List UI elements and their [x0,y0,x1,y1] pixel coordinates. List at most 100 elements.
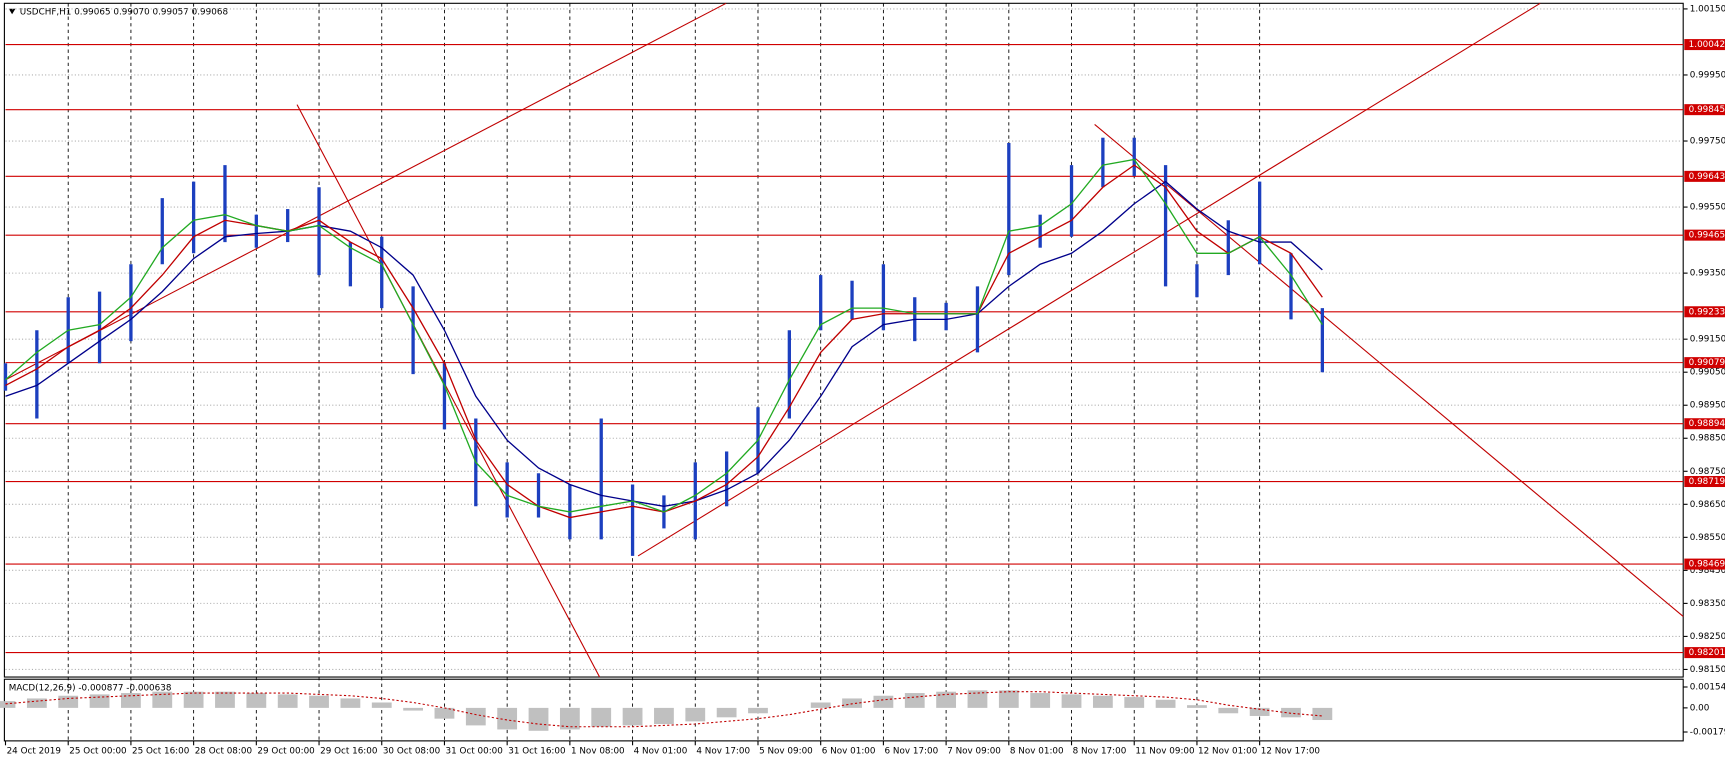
level-label: 0.98894 [1689,419,1725,429]
y-tick-label: 0.99750 [1690,137,1725,147]
trendline [1094,123,1684,617]
x-tick-label: 31 Oct 16:00 [508,746,566,756]
x-tick-label: 25 Oct 00:00 [69,746,127,756]
macd-bar [748,707,768,714]
level-tag [1684,170,1725,182]
level-label: 0.99465 [1689,231,1725,241]
level-tag [1684,306,1725,318]
y-tick-label: 0.99950 [1690,70,1725,80]
x-tick-label: 6 Nov 17:00 [885,746,939,756]
x-tick-label: 30 Oct 08:00 [383,746,441,756]
y-tick-label: 0.99050 [1690,368,1725,378]
level-label: 1.00042 [1689,40,1725,50]
macd-bar [654,707,674,725]
macd-bar [716,707,737,718]
level-label: 0.99233 [1689,307,1725,317]
x-tick-label: 4 Nov 01:00 [634,746,688,756]
macd-signal [5,691,1323,728]
macd-bar [1061,694,1082,708]
macd-y-tick-label: 0.00 [1690,703,1710,713]
macd-bar [1155,699,1176,708]
trendline [5,2,727,381]
macd-bar [465,707,486,726]
macd-bar [277,694,298,708]
macd-bar [309,695,329,708]
macd-bar [810,702,831,708]
level-label: 0.99643 [1689,172,1725,182]
level-label: 0.98719 [1689,477,1725,487]
x-tick-label: 12 Nov 01:00 [1198,746,1258,756]
macd-bar [591,707,612,727]
x-tick-label: 6 Nov 01:00 [822,746,876,756]
macd-bar [246,693,267,708]
menu-arrow[interactable] [8,8,16,15]
main-frame [3,2,1684,678]
macd-bar [58,695,79,708]
level-label: 0.99079 [1689,358,1725,368]
macd-bar [936,691,957,708]
y-tick-label: 0.98350 [1690,599,1725,609]
macd-bar [1092,695,1113,708]
macd-bar [26,698,47,708]
moving-average [5,180,1323,507]
macd-bar [685,707,706,722]
x-tick-label: 7 Nov 09:00 [947,746,1001,756]
level-tag [1684,647,1725,659]
macd-bar [528,707,549,731]
level-tag [1684,476,1725,488]
macd-bar [1218,707,1239,714]
x-tick-label: 5 Nov 09:00 [759,746,813,756]
level-tag [1684,418,1725,430]
plot [5,3,1684,741]
level-tag [1684,39,1725,51]
level-tag [1684,229,1725,241]
y-tick-label: 0.98550 [1690,533,1725,543]
macd-frame [3,678,1684,742]
macd-bar [215,691,235,708]
moving-average [5,158,1323,513]
level-label: 0.99845 [1689,105,1725,115]
x-tick-label: 28 Oct 08:00 [195,746,253,756]
x-tick-label: 24 Oct 2019 [7,746,61,756]
macd-bar [904,693,925,708]
macd-bar [1312,707,1333,721]
macd-bar [1030,693,1051,708]
macd-bar [873,695,894,708]
level-label: 0.98469 [1689,560,1725,570]
x-tick-label: 11 Nov 09:00 [1135,746,1195,756]
y-tick-label: 0.98850 [1690,434,1725,444]
macd-bar [1187,705,1207,708]
x-tick-label: 1 Nov 08:00 [571,746,625,756]
y-tick-label: 0.99150 [1690,335,1725,345]
x-tick-label: 29 Oct 16:00 [320,746,378,756]
x-tick-label: 25 Oct 16:00 [132,746,190,756]
trendlines [5,2,1684,678]
x-tick-label: 8 Nov 01:00 [1010,746,1064,756]
macd-bar [497,707,518,730]
y-tick-label: 0.98750 [1690,467,1725,477]
macd-bar [998,690,1019,708]
trendline [637,2,1541,557]
macd-bar [152,691,173,708]
x-tick-label: 12 Nov 17:00 [1261,746,1321,756]
y-tick-label: 0.98250 [1690,632,1725,642]
macd-bar [434,707,455,719]
macd-bar [1281,707,1301,718]
macd-bar [0,701,16,708]
macd-bar [121,693,141,708]
level-tag [1684,104,1725,116]
macd-bar [559,707,580,730]
macd-bar [967,690,988,708]
y-tick-label: 0.99550 [1690,203,1725,213]
macd-bar [403,707,423,711]
macd-bar [842,698,862,708]
y-tick-label: 0.98650 [1690,500,1725,510]
x-tick-label: 31 Oct 00:00 [446,746,504,756]
level-tag [1684,357,1725,369]
x-tick-label: 4 Nov 17:00 [696,746,750,756]
macd-label: MACD(12,26,9) -0.000877 -0.000638 [9,684,172,694]
macd-y-tick-label: -0.00179 [1690,728,1725,738]
x-tick-label: 29 Oct 00:00 [257,746,315,756]
